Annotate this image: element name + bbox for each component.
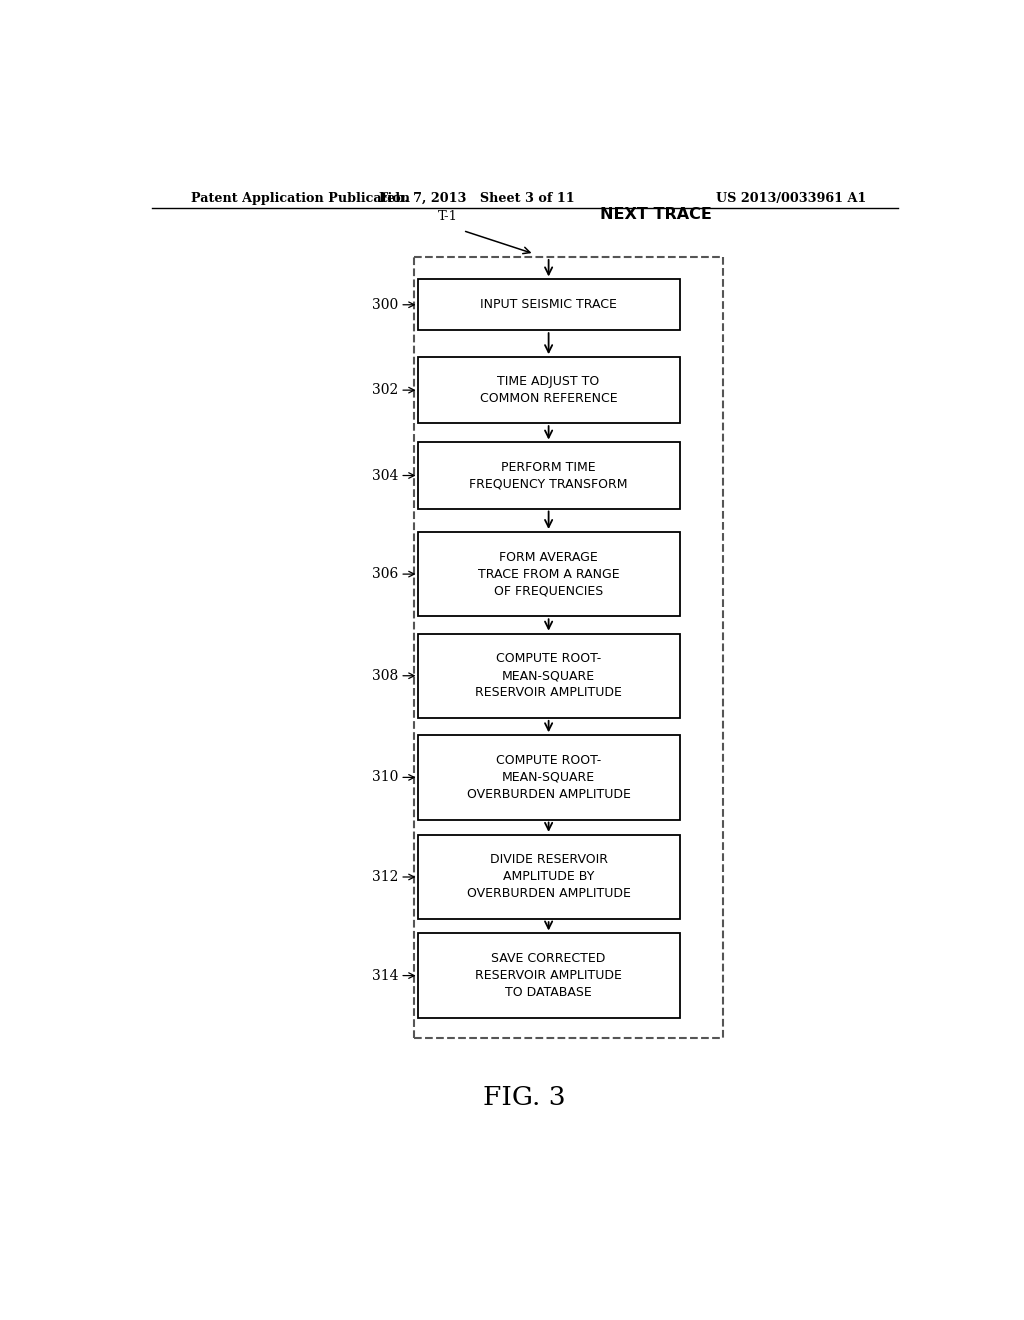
Text: 312: 312 bbox=[372, 870, 398, 884]
FancyBboxPatch shape bbox=[418, 933, 680, 1018]
Text: DIVIDE RESERVOIR
AMPLITUDE BY
OVERBURDEN AMPLITUDE: DIVIDE RESERVOIR AMPLITUDE BY OVERBURDEN… bbox=[467, 854, 631, 900]
Text: 310: 310 bbox=[372, 771, 398, 784]
Text: 314: 314 bbox=[372, 969, 398, 982]
Text: Feb. 7, 2013   Sheet 3 of 11: Feb. 7, 2013 Sheet 3 of 11 bbox=[379, 191, 575, 205]
FancyBboxPatch shape bbox=[418, 634, 680, 718]
Text: 306: 306 bbox=[372, 568, 398, 581]
Text: 304: 304 bbox=[372, 469, 398, 483]
Text: PERFORM TIME
FREQUENCY TRANSFORM: PERFORM TIME FREQUENCY TRANSFORM bbox=[469, 461, 628, 491]
FancyBboxPatch shape bbox=[418, 834, 680, 919]
Text: INPUT SEISMIC TRACE: INPUT SEISMIC TRACE bbox=[480, 298, 617, 312]
Text: 302: 302 bbox=[372, 383, 398, 397]
FancyBboxPatch shape bbox=[418, 735, 680, 820]
Text: TIME ADJUST TO
COMMON REFERENCE: TIME ADJUST TO COMMON REFERENCE bbox=[480, 375, 617, 405]
Text: COMPUTE ROOT-
MEAN-SQUARE
OVERBURDEN AMPLITUDE: COMPUTE ROOT- MEAN-SQUARE OVERBURDEN AMP… bbox=[467, 754, 631, 801]
Text: NEXT TRACE: NEXT TRACE bbox=[600, 207, 712, 222]
Text: FIG. 3: FIG. 3 bbox=[483, 1085, 566, 1110]
FancyBboxPatch shape bbox=[418, 280, 680, 330]
FancyBboxPatch shape bbox=[418, 442, 680, 508]
Text: 300: 300 bbox=[372, 298, 398, 312]
FancyBboxPatch shape bbox=[418, 358, 680, 424]
Text: US 2013/0033961 A1: US 2013/0033961 A1 bbox=[716, 191, 866, 205]
Text: T-1: T-1 bbox=[437, 210, 458, 223]
Text: COMPUTE ROOT-
MEAN-SQUARE
RESERVOIR AMPLITUDE: COMPUTE ROOT- MEAN-SQUARE RESERVOIR AMPL… bbox=[475, 652, 622, 700]
Text: SAVE CORRECTED
RESERVOIR AMPLITUDE
TO DATABASE: SAVE CORRECTED RESERVOIR AMPLITUDE TO DA… bbox=[475, 952, 622, 999]
FancyBboxPatch shape bbox=[418, 532, 680, 616]
Text: FORM AVERAGE
TRACE FROM A RANGE
OF FREQUENCIES: FORM AVERAGE TRACE FROM A RANGE OF FREQU… bbox=[478, 550, 620, 598]
Text: 308: 308 bbox=[372, 669, 398, 682]
Text: Patent Application Publication: Patent Application Publication bbox=[191, 191, 411, 205]
